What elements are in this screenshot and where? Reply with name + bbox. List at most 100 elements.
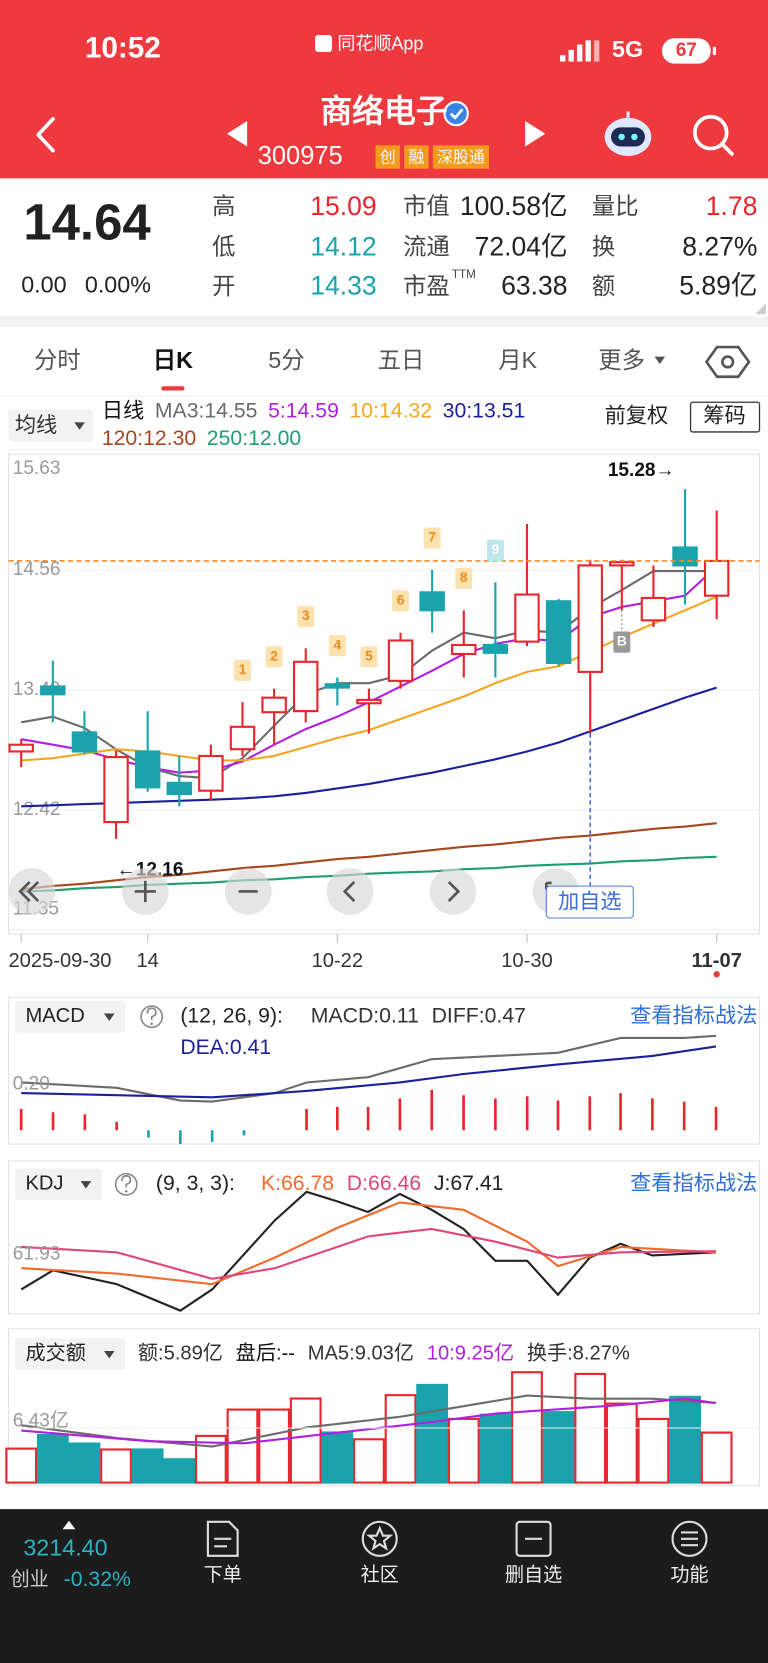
robot-eye	[631, 133, 638, 141]
candle-body	[229, 725, 256, 751]
signal-label: 1	[239, 662, 247, 677]
chart-control-icon	[134, 880, 156, 903]
next-stock[interactable]	[525, 120, 546, 147]
prev-stock[interactable]	[227, 120, 248, 147]
signal-box	[297, 605, 315, 628]
candle-body	[71, 731, 98, 753]
signal-label: 8	[460, 570, 468, 585]
volume-bar	[163, 1458, 196, 1484]
volume-selector-box[interactable]	[14, 1338, 126, 1371]
tab-indicator	[161, 386, 185, 391]
volume-legend: MA5:9.03亿	[308, 1341, 414, 1364]
watchlist-button[interactable]: 加自选	[558, 890, 622, 914]
volume-bar	[637, 1417, 670, 1484]
candle-body	[40, 685, 66, 696]
candle-body	[577, 564, 603, 673]
macd-selector-box[interactable]	[14, 1000, 126, 1033]
signal-box	[360, 646, 378, 668]
volume-bar	[700, 1431, 733, 1484]
tab[interactable]: 月K	[498, 347, 537, 373]
volume-bar	[321, 1431, 354, 1484]
quote-value: 5.89亿	[679, 271, 757, 301]
adjust-mode[interactable]: 前复权	[605, 404, 669, 428]
stock-tag-bg	[432, 145, 490, 169]
ma-legend: 120:12.30	[102, 427, 196, 450]
indicator-selector[interactable]: KDJ	[25, 1173, 63, 1195]
candle-body	[324, 683, 351, 689]
kdj-d-line	[21, 1227, 717, 1280]
date-dot	[713, 971, 720, 978]
chart-control[interactable]	[326, 868, 374, 915]
signal-box	[486, 539, 504, 562]
nav-item[interactable]: 社区	[361, 1564, 399, 1586]
volume-bar	[289, 1397, 322, 1484]
settings-icon[interactable]	[704, 345, 751, 379]
signal-label: B	[617, 634, 627, 649]
chart-control[interactable]	[429, 868, 477, 915]
x-tick-label: 14	[136, 950, 158, 972]
volume-selector[interactable]: 成交额	[25, 1341, 85, 1364]
chips-button[interactable]	[689, 401, 761, 433]
kdj-help[interactable]	[114, 1172, 138, 1196]
back-button[interactable]	[36, 117, 55, 153]
tab[interactable]: 更多	[598, 347, 645, 373]
macd-histogram-down	[147, 1130, 246, 1145]
volume-bar	[669, 1395, 701, 1484]
indicator-selector[interactable]: MACD	[25, 1005, 84, 1027]
indicator-link[interactable]: 查看指标战法	[630, 1171, 757, 1195]
stock-tag-bg	[404, 145, 429, 169]
macd-help[interactable]	[140, 1005, 164, 1029]
volume-ma-line	[21, 1397, 717, 1445]
chart-control[interactable]	[8, 868, 56, 915]
macd-dea-line	[21, 1045, 717, 1099]
y-tick-label: 12.42	[13, 799, 61, 820]
nav-item[interactable]: 下单	[204, 1564, 242, 1586]
chips[interactable]: 筹码	[703, 404, 745, 428]
index-change: -0.32%	[64, 1568, 131, 1591]
candle-body	[103, 756, 129, 824]
robot-icon[interactable]	[604, 111, 652, 157]
tab[interactable]: 5分	[268, 347, 304, 373]
last-price: 14.64	[23, 193, 151, 250]
signal-label: 7	[428, 530, 436, 545]
tab[interactable]: 分时	[34, 347, 81, 373]
function-icon	[671, 1520, 708, 1557]
quote-label: 流通	[403, 234, 450, 260]
indicator-link[interactable]: 查看指标战法	[630, 1003, 757, 1027]
volume-frame	[7, 1328, 761, 1487]
ma-toggle-box[interactable]	[8, 409, 94, 442]
kdj-axis-label: 61.93	[13, 1243, 61, 1264]
volume-bar	[258, 1408, 291, 1484]
ma-toggle[interactable]: 均线	[15, 413, 57, 437]
expand-corner	[755, 303, 766, 315]
volume-bar	[479, 1413, 512, 1484]
robot-eye	[618, 133, 625, 141]
volume-bar	[68, 1442, 101, 1484]
tab[interactable]: 日K	[153, 347, 193, 373]
network: 5G	[612, 36, 643, 62]
candle-body	[482, 643, 509, 654]
volume-legend: 10:9.25亿	[427, 1341, 514, 1364]
status-time: 10:52	[85, 32, 161, 65]
function-lines	[681, 1531, 698, 1547]
signal-box	[265, 646, 283, 668]
kdj-selector-box[interactable]	[14, 1168, 102, 1201]
stock-code: 300975	[258, 142, 343, 170]
quote-value: 63.38	[501, 271, 567, 301]
tab[interactable]: 五日	[378, 347, 425, 373]
macd-caret	[103, 1013, 115, 1021]
nav-item[interactable]: 功能	[670, 1564, 708, 1586]
robot-face	[611, 127, 645, 147]
watchlist-box[interactable]	[545, 885, 634, 919]
quote-value: 1.78	[706, 191, 758, 221]
nav-item[interactable]: 删自选	[505, 1564, 562, 1586]
quote-label: 量比	[592, 193, 639, 219]
search-button[interactable]	[692, 114, 734, 156]
signal-box	[423, 527, 441, 549]
signal-label: 2	[270, 649, 278, 664]
quote-label: 额	[592, 273, 615, 299]
indicator-value: J:67.41	[434, 1172, 504, 1195]
indicator-params: (12, 26, 9):	[180, 1004, 283, 1027]
order-icon	[206, 1520, 239, 1557]
candle-body	[545, 600, 572, 664]
